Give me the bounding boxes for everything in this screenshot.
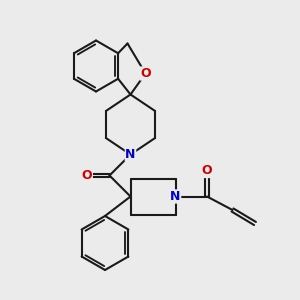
Text: N: N bbox=[170, 190, 181, 203]
Text: O: O bbox=[82, 169, 92, 182]
Text: N: N bbox=[125, 148, 136, 161]
Text: O: O bbox=[202, 164, 212, 178]
Text: O: O bbox=[140, 67, 151, 80]
